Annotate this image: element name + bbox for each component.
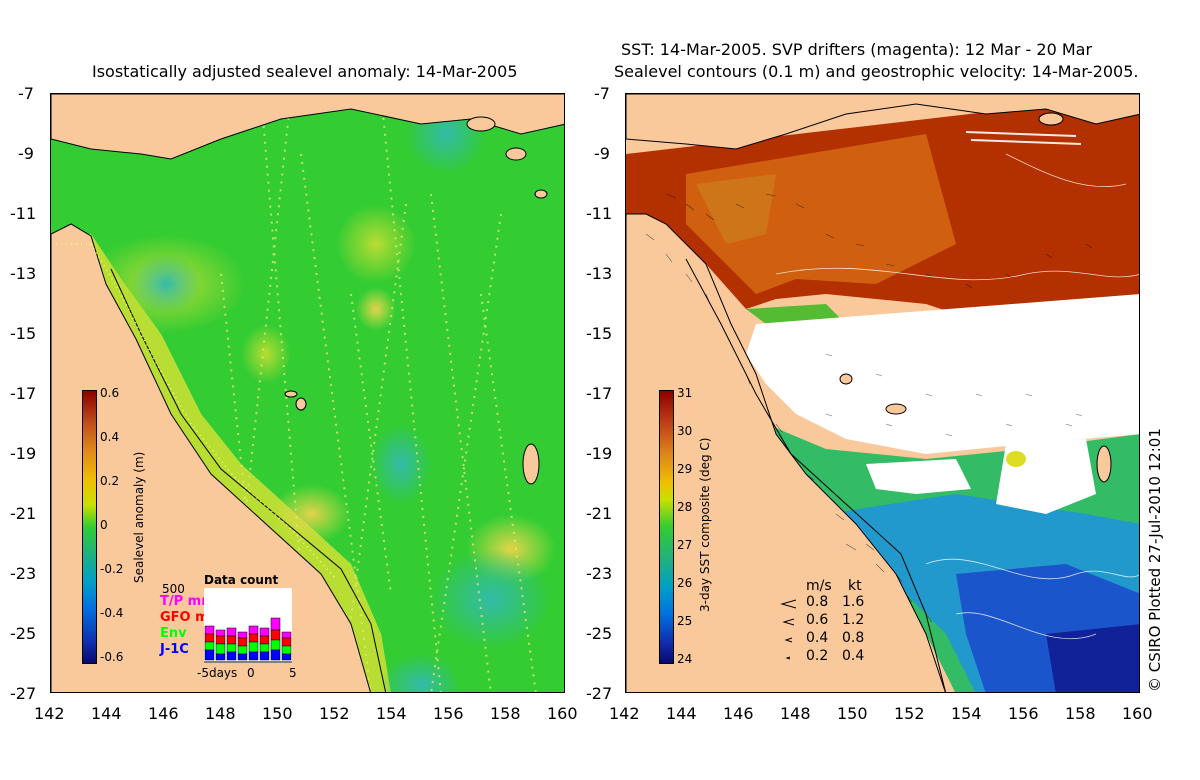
left-map-title: Isostatically adjusted sealevel anomaly:…: [92, 62, 518, 81]
x-tick-label: 146: [723, 704, 754, 723]
sla-colorbar: [82, 390, 97, 664]
sla-tick-label: -0.6: [100, 650, 124, 664]
y-tick-label: -27: [10, 684, 37, 703]
sst-tick-label: 27: [677, 538, 693, 552]
y-tick-label: -21: [586, 504, 613, 523]
y-tick-label: -11: [586, 204, 613, 223]
velocity-ms-value: 0.6: [806, 612, 829, 628]
sla-tick-label: 0.6: [100, 386, 120, 400]
data-count-axis-label: -5days: [197, 666, 238, 680]
sla-tick-label: 0.4: [100, 430, 120, 444]
velocity-ms-value: 0.2: [806, 648, 829, 664]
y-tick-label: -9: [18, 144, 34, 163]
sla-tick-label: 0.2: [100, 474, 120, 488]
y-tick-label: -15: [586, 324, 613, 343]
x-tick-label: 154: [951, 704, 982, 723]
x-tick-label: 158: [490, 704, 521, 723]
x-tick-label: 152: [319, 704, 350, 723]
sla-tick-label: -0.4: [100, 606, 124, 620]
data-count-entry: T/P mm: [160, 594, 215, 609]
data-count-scale: 500: [162, 582, 185, 596]
data-count-axis-label: 5: [289, 666, 297, 680]
y-tick-label: -19: [586, 444, 613, 463]
x-tick-label: 150: [262, 704, 293, 723]
sea-level-anomaly-map: [50, 93, 565, 693]
velocity-kt-value: 1.2: [842, 612, 865, 628]
x-tick-label: 144: [91, 704, 122, 723]
copyright-credit: © CSIRO Plotted 27-Jul-2010 12:01: [1146, 428, 1164, 692]
x-tick-label: 146: [148, 704, 179, 723]
y-tick-label: -23: [586, 564, 613, 583]
x-tick-label: 142: [34, 704, 65, 723]
x-tick-label: 150: [837, 704, 868, 723]
sst-tick-label: 29: [677, 462, 693, 476]
x-tick-label: 158: [1065, 704, 1096, 723]
right-map-title-line2: Sealevel contours (0.1 m) and geostrophi…: [614, 62, 1139, 81]
y-tick-label: -11: [10, 204, 37, 223]
y-tick-label: -17: [10, 384, 37, 403]
x-tick-label: 148: [205, 704, 236, 723]
y-tick-label: -7: [594, 84, 610, 103]
sst-tick-label: 28: [677, 500, 693, 514]
sst-tick-label: 31: [677, 386, 693, 400]
velocity-header-kt: kt: [848, 578, 862, 594]
x-tick-label: 160: [1122, 704, 1153, 723]
y-tick-label: -13: [586, 264, 613, 283]
data-count-entry: Env: [160, 626, 187, 641]
velocity-ms-value: 0.4: [806, 630, 829, 646]
sla-colorbar-label: Sealevel anomaly (m): [132, 451, 146, 583]
data-count-entry: J-1C: [160, 642, 189, 657]
x-tick-label: 160: [547, 704, 578, 723]
sla-tick-label: -0.2: [100, 562, 124, 576]
right-map-title-line1: SST: 14-Mar-2005. SVP drifters (magenta)…: [621, 40, 1093, 59]
x-tick-label: 156: [1008, 704, 1039, 723]
sst-tick-label: 30: [677, 424, 693, 438]
y-tick-label: -27: [586, 684, 613, 703]
sst-tick-label: 24: [677, 652, 693, 666]
y-tick-label: -19: [10, 444, 37, 463]
velocity-kt-value: 0.8: [842, 630, 865, 646]
sst-colorbar-label: 3-day SST composite (deg C): [698, 437, 712, 612]
sla-tick-label: 0: [100, 518, 108, 532]
y-tick-label: -21: [10, 504, 37, 523]
x-tick-label: 144: [666, 704, 697, 723]
data-count-title: Data count: [204, 573, 279, 587]
velocity-ms-value: 0.8: [806, 594, 829, 610]
sst-tick-label: 25: [677, 614, 693, 628]
y-tick-label: -25: [10, 624, 37, 643]
velocity-kt-value: 1.6: [842, 594, 865, 610]
data-count-axis-label: 0: [247, 666, 255, 680]
velocity-arrow-icon: [780, 596, 800, 668]
velocity-header-ms: m/s: [806, 578, 832, 594]
x-tick-label: 154: [376, 704, 407, 723]
sst-map: [625, 93, 1140, 693]
x-tick-label: 148: [780, 704, 811, 723]
sst-tick-label: 26: [677, 576, 693, 590]
y-tick-label: -13: [10, 264, 37, 283]
x-tick-label: 152: [894, 704, 925, 723]
data-count-bars: [204, 588, 292, 663]
y-tick-label: -23: [10, 564, 37, 583]
velocity-kt-value: 0.4: [842, 648, 865, 664]
x-tick-label: 142: [609, 704, 640, 723]
y-tick-label: -9: [594, 144, 610, 163]
y-tick-label: -25: [586, 624, 613, 643]
y-tick-label: -7: [18, 84, 34, 103]
sst-colorbar: [659, 390, 674, 664]
y-tick-label: -17: [586, 384, 613, 403]
x-tick-label: 156: [433, 704, 464, 723]
y-tick-label: -15: [10, 324, 37, 343]
